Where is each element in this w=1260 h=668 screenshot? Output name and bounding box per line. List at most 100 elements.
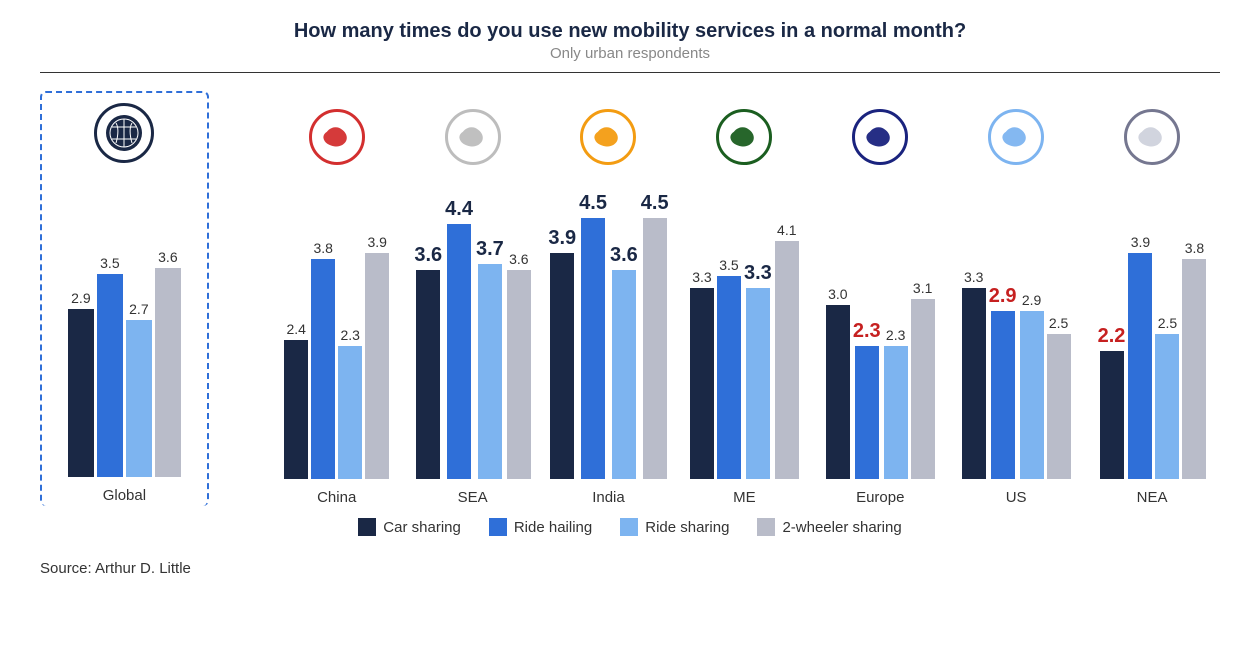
bar-car_sharing: 3.3 xyxy=(690,179,714,479)
bar-rect xyxy=(155,268,181,477)
nea-icon xyxy=(1124,109,1180,165)
chart-group-europe: 3.02.32.33.1Europe xyxy=(812,109,948,506)
bar-rect xyxy=(447,224,471,479)
bar-value-label: 4.4 xyxy=(445,198,473,221)
bars: 3.02.32.33.1 xyxy=(812,179,948,479)
bar-value-label: 2.9 xyxy=(1022,292,1041,308)
bar-car_sharing: 3.0 xyxy=(826,179,850,479)
chart-subtitle: Only urban respondents xyxy=(40,45,1220,62)
bar-ride_sharing: 2.3 xyxy=(338,179,362,479)
legend-swatch xyxy=(489,518,507,536)
me-icon xyxy=(716,109,772,165)
bar-value-label: 2.4 xyxy=(286,321,305,337)
sea-icon xyxy=(445,109,501,165)
bar-rect xyxy=(612,270,636,479)
bar-two_wheeler: 4.1 xyxy=(775,179,799,479)
bar-rect xyxy=(962,288,986,479)
bars: 3.64.43.73.6 xyxy=(405,179,541,479)
bar-rect xyxy=(884,346,908,479)
bar-rect xyxy=(775,241,799,479)
bar-value-label: 2.2 xyxy=(1098,325,1126,348)
bar-ride_sharing: 3.7 xyxy=(476,179,504,479)
bar-value-label: 2.9 xyxy=(71,290,90,306)
bar-car_sharing: 2.2 xyxy=(1098,179,1126,479)
bar-ride_hailing: 4.5 xyxy=(579,179,607,479)
india-icon xyxy=(580,109,636,165)
bar-rect xyxy=(643,218,667,479)
category-label: ME xyxy=(733,489,756,506)
bar-rect xyxy=(1020,311,1044,479)
bar-ride_hailing: 4.4 xyxy=(445,179,473,479)
chart-title: How many times do you use new mobility s… xyxy=(40,20,1220,43)
bar-value-label: 2.3 xyxy=(853,320,881,343)
legend-item: 2-wheeler sharing xyxy=(757,518,901,536)
bar-ride_hailing: 3.8 xyxy=(311,179,335,479)
bar-car_sharing: 3.6 xyxy=(414,179,442,479)
bar-two_wheeler: 3.8 xyxy=(1182,179,1206,479)
us-icon xyxy=(988,109,1044,165)
chart-area: 2.93.52.73.6Global 2.43.82.33.9China 3.6… xyxy=(40,91,1220,506)
chart-group-us: 3.32.92.92.5US xyxy=(948,109,1084,506)
bar-rect xyxy=(991,311,1015,479)
bar-car_sharing: 3.3 xyxy=(962,179,986,479)
bar-rect xyxy=(717,276,741,479)
bar-rect xyxy=(68,309,94,477)
bar-ride_hailing: 3.5 xyxy=(717,179,741,479)
bars: 2.2 3.9 2.5 3.8 xyxy=(1084,179,1220,479)
chart-group-me: 3.33.53.34.1ME xyxy=(676,109,812,506)
bar-rect xyxy=(365,253,389,479)
bar-value-label: 2.3 xyxy=(886,327,905,343)
bar-rect xyxy=(581,218,605,479)
bar-two_wheeler: 2.5 xyxy=(1047,179,1071,479)
bar-value-label: 3.3 xyxy=(692,269,711,285)
category-label: China xyxy=(317,489,356,506)
bar-rect xyxy=(1100,351,1124,479)
bar-value-label: 3.8 xyxy=(1185,240,1204,256)
bar-value-label: 4.1 xyxy=(777,222,796,238)
bar-rect xyxy=(311,259,335,479)
bar-ride_hailing: 3.5 xyxy=(97,177,123,477)
bar-value-label: 2.5 xyxy=(1049,315,1068,331)
bar-rect xyxy=(911,299,935,479)
bar-two_wheeler: 3.6 xyxy=(155,177,181,477)
bar-value-label: 3.5 xyxy=(100,255,119,271)
bars: 2.4 3.8 2.3 3.9 xyxy=(269,179,405,479)
bar-two_wheeler: 3.9 xyxy=(365,179,389,479)
chart-group-nea: 2.23.92.53.8NEA xyxy=(1084,109,1220,506)
bar-value-label: 3.7 xyxy=(476,238,504,261)
bar-two_wheeler: 3.6 xyxy=(507,179,531,479)
bar-value-label: 2.9 xyxy=(989,285,1017,308)
bar-value-label: 4.5 xyxy=(641,192,669,215)
bars: 3.3 2.9 2.9 2.5 xyxy=(948,179,1084,479)
bar-value-label: 2.3 xyxy=(340,327,359,343)
bar-value-label: 3.6 xyxy=(158,249,177,265)
legend-item: Car sharing xyxy=(358,518,461,536)
bar-ride_sharing: 2.3 xyxy=(884,179,908,479)
bar-rect xyxy=(478,264,502,479)
source-text: Source: Arthur D. Little xyxy=(40,560,1220,577)
bar-value-label: 3.9 xyxy=(367,234,386,250)
bar-value-label: 3.6 xyxy=(509,251,528,267)
bar-car_sharing: 3.9 xyxy=(548,179,576,479)
global-icon xyxy=(94,103,154,163)
legend-item: Ride sharing xyxy=(620,518,729,536)
bar-value-label: 3.3 xyxy=(964,269,983,285)
chart-group-india: 3.94.53.64.5India xyxy=(541,109,677,506)
bar-value-label: 3.9 xyxy=(1131,234,1150,250)
bar-rect xyxy=(550,253,574,479)
bars: 2.9 3.5 2.7 3.6 xyxy=(48,177,201,477)
bar-value-label: 3.6 xyxy=(610,244,638,267)
bar-ride_sharing: 2.5 xyxy=(1155,179,1179,479)
divider xyxy=(40,72,1220,73)
category-label: India xyxy=(592,489,625,506)
bar-ride_sharing: 2.7 xyxy=(126,177,152,477)
bar-value-label: 3.1 xyxy=(913,280,932,296)
bar-rect xyxy=(746,288,770,479)
category-label: SEA xyxy=(458,489,488,506)
bar-value-label: 3.9 xyxy=(548,227,576,250)
bar-value-label: 2.7 xyxy=(129,301,148,317)
bar-ride_hailing: 2.9 xyxy=(989,179,1017,479)
bars: 3.94.53.64.5 xyxy=(541,179,677,479)
bar-rect xyxy=(416,270,440,479)
bar-ride_sharing: 3.3 xyxy=(744,179,772,479)
